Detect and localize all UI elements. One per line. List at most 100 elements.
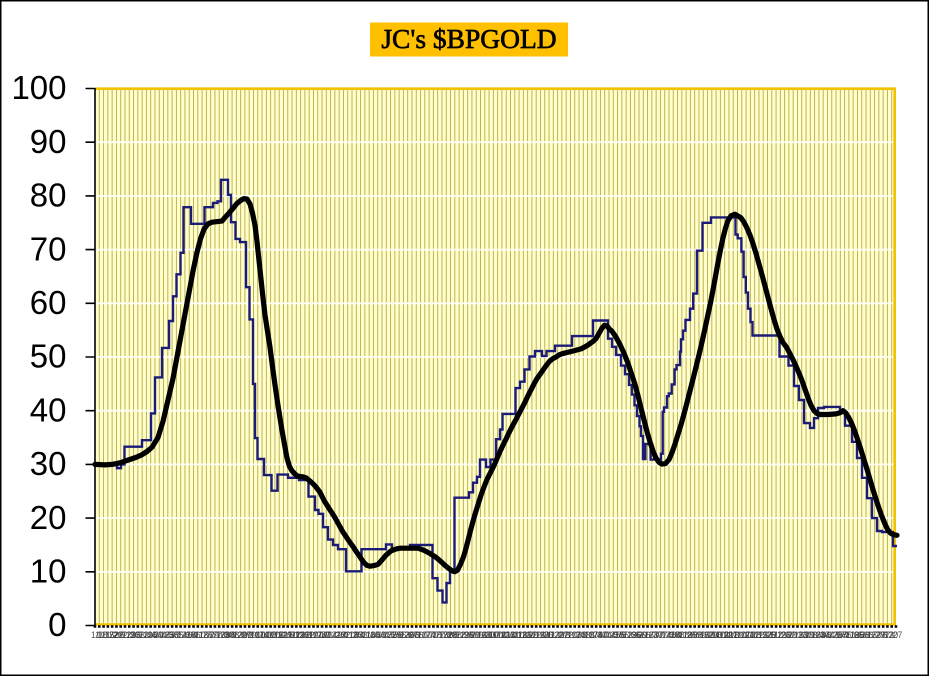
svg-text:5/18: 5/18 xyxy=(842,630,859,640)
svg-text:12/2: 12/2 xyxy=(517,630,534,640)
svg-text:9/17: 9/17 xyxy=(247,630,264,640)
svg-text:7/23: 7/23 xyxy=(213,630,230,640)
svg-text:8/11: 8/11 xyxy=(671,630,688,640)
svg-text:12/22: 12/22 xyxy=(750,630,772,640)
svg-text:12/1: 12/1 xyxy=(740,630,757,640)
svg-text:2/18: 2/18 xyxy=(341,630,358,640)
svg-text:1/13: 1/13 xyxy=(543,630,560,640)
svg-text:8/26: 8/26 xyxy=(457,630,474,640)
svg-text:100: 100 xyxy=(11,69,66,106)
svg-text:7/15: 7/15 xyxy=(431,630,448,640)
svg-text:50: 50 xyxy=(30,338,67,375)
svg-text:11/10: 11/10 xyxy=(725,630,746,640)
svg-text:10/20: 10/20 xyxy=(711,630,733,640)
svg-text:6/25: 6/25 xyxy=(196,630,213,640)
svg-text:3/9: 3/9 xyxy=(802,630,814,640)
svg-text:11/18: 11/18 xyxy=(506,630,527,640)
svg-text:11/12: 11/12 xyxy=(279,630,300,640)
svg-text:3/3: 3/3 xyxy=(575,630,587,640)
svg-text:11/26: 11/26 xyxy=(288,630,309,640)
svg-text:8/27: 8/27 xyxy=(234,630,251,640)
svg-text:4/28: 4/28 xyxy=(607,630,624,640)
svg-text:11/5: 11/5 xyxy=(277,630,294,640)
svg-text:10: 10 xyxy=(30,553,67,590)
svg-text:7/1: 7/1 xyxy=(425,630,437,640)
svg-text:5/12: 5/12 xyxy=(615,630,632,640)
svg-text:2/16: 2/16 xyxy=(787,630,804,640)
svg-text:12/8: 12/8 xyxy=(744,630,761,640)
svg-text:3/5: 3/5 xyxy=(130,630,142,640)
svg-text:4/22: 4/22 xyxy=(380,630,397,640)
svg-text:1/1: 1/1 xyxy=(91,630,103,640)
svg-text:3/12: 3/12 xyxy=(131,630,148,640)
svg-text:7/7: 7/7 xyxy=(652,630,664,640)
svg-text:4/7: 4/7 xyxy=(596,630,608,640)
svg-text:4/21: 4/21 xyxy=(603,630,620,640)
svg-text:3/23: 3/23 xyxy=(808,630,825,640)
svg-text:3/26: 3/26 xyxy=(140,630,157,640)
svg-text:12/15: 12/15 xyxy=(746,630,768,640)
svg-text:7/28: 7/28 xyxy=(663,630,680,640)
svg-text:12/31: 12/31 xyxy=(309,630,331,640)
svg-text:6/18: 6/18 xyxy=(191,630,208,640)
svg-text:8/20: 8/20 xyxy=(230,630,247,640)
svg-text:3/19: 3/19 xyxy=(136,630,153,640)
svg-text:10/7: 10/7 xyxy=(483,630,500,640)
svg-text:1/14: 1/14 xyxy=(320,630,337,640)
svg-text:5/21: 5/21 xyxy=(174,630,191,640)
svg-text:6/16: 6/16 xyxy=(637,630,654,640)
svg-text:6/23: 6/23 xyxy=(641,630,658,640)
svg-text:10/28: 10/28 xyxy=(493,630,515,640)
svg-text:7/22: 7/22 xyxy=(436,630,453,640)
svg-text:4/29: 4/29 xyxy=(384,630,401,640)
svg-text:6/1: 6/1 xyxy=(853,630,865,640)
svg-text:4/20: 4/20 xyxy=(825,630,842,640)
svg-text:6/3: 6/3 xyxy=(408,630,420,640)
svg-text:5/19: 5/19 xyxy=(620,630,637,640)
svg-text:1/20: 1/20 xyxy=(547,630,564,640)
svg-text:1/5: 1/5 xyxy=(763,630,775,640)
svg-text:10/15: 10/15 xyxy=(262,630,284,640)
svg-text:2/2: 2/2 xyxy=(781,630,793,640)
svg-text:3/11: 3/11 xyxy=(354,630,371,640)
svg-text:10/1: 10/1 xyxy=(256,630,273,640)
svg-text:4/1: 4/1 xyxy=(369,630,381,640)
svg-text:12/10: 12/10 xyxy=(296,630,318,640)
svg-text:12/3: 12/3 xyxy=(294,630,311,640)
svg-text:10/21: 10/21 xyxy=(489,630,511,640)
svg-text:1/15: 1/15 xyxy=(97,630,114,640)
svg-text:12/29: 12/29 xyxy=(754,630,776,640)
svg-text:9/3: 9/3 xyxy=(241,630,253,640)
svg-text:2/9: 2/9 xyxy=(785,630,797,640)
svg-text:2/3: 2/3 xyxy=(558,630,570,640)
svg-text:7/20: 7/20 xyxy=(881,630,898,640)
svg-text:3/17: 3/17 xyxy=(581,630,598,640)
svg-text:7/8: 7/8 xyxy=(429,630,441,640)
svg-text:11/17: 11/17 xyxy=(729,630,750,640)
svg-text:80: 80 xyxy=(30,177,67,214)
svg-text:9/9: 9/9 xyxy=(468,630,480,640)
svg-text:7/14: 7/14 xyxy=(654,630,671,640)
svg-text:11/25: 11/25 xyxy=(511,630,532,640)
svg-text:3/25: 3/25 xyxy=(363,630,380,640)
svg-text:9/8: 9/8 xyxy=(691,630,703,640)
svg-text:5/14: 5/14 xyxy=(170,630,187,640)
svg-text:7/16: 7/16 xyxy=(209,630,226,640)
svg-text:9/10: 9/10 xyxy=(243,630,260,640)
svg-text:2/19: 2/19 xyxy=(119,630,136,640)
svg-text:5/25: 5/25 xyxy=(847,630,864,640)
svg-text:9/16: 9/16 xyxy=(470,630,487,640)
svg-text:6/29: 6/29 xyxy=(868,630,885,640)
svg-text:7/27: 7/27 xyxy=(885,630,902,640)
svg-text:10/22: 10/22 xyxy=(266,630,288,640)
svg-text:12/30: 12/30 xyxy=(532,630,554,640)
svg-text:12/9: 12/9 xyxy=(521,630,538,640)
svg-text:10/27: 10/27 xyxy=(716,630,738,640)
svg-text:1/7: 1/7 xyxy=(318,630,330,640)
svg-text:1/22: 1/22 xyxy=(101,630,118,640)
svg-text:9/24: 9/24 xyxy=(251,630,268,640)
svg-text:6/15: 6/15 xyxy=(860,630,877,640)
svg-text:4/16: 4/16 xyxy=(153,630,170,640)
svg-text:5/4: 5/4 xyxy=(836,630,848,640)
svg-text:6/10: 6/10 xyxy=(410,630,427,640)
